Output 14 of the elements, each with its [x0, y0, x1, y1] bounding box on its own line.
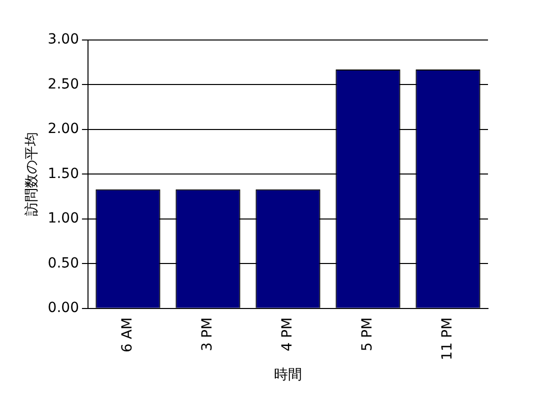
x-tick-label: 6 AM: [120, 317, 136, 352]
y-tick-label: 0.00: [48, 300, 79, 316]
y-tick-label: 1.50: [48, 166, 79, 182]
x-axis-title: 時間: [274, 367, 302, 384]
x-tick-label: 5 PM: [360, 317, 376, 352]
x-tick-label: 4 PM: [280, 317, 296, 352]
x-tick-label: 11 PM: [440, 317, 456, 360]
y-axis-title: 訪問数の平均: [24, 132, 40, 216]
y-tick-label: 0.50: [48, 255, 79, 272]
y-tick-label: 3.00: [48, 32, 79, 48]
y-tick-label: 2.00: [48, 121, 79, 138]
y-tick-label: 1.00: [48, 210, 79, 227]
x-tick-label: 3 PM: [200, 317, 216, 352]
y-tick-label: 2.50: [48, 76, 79, 92]
